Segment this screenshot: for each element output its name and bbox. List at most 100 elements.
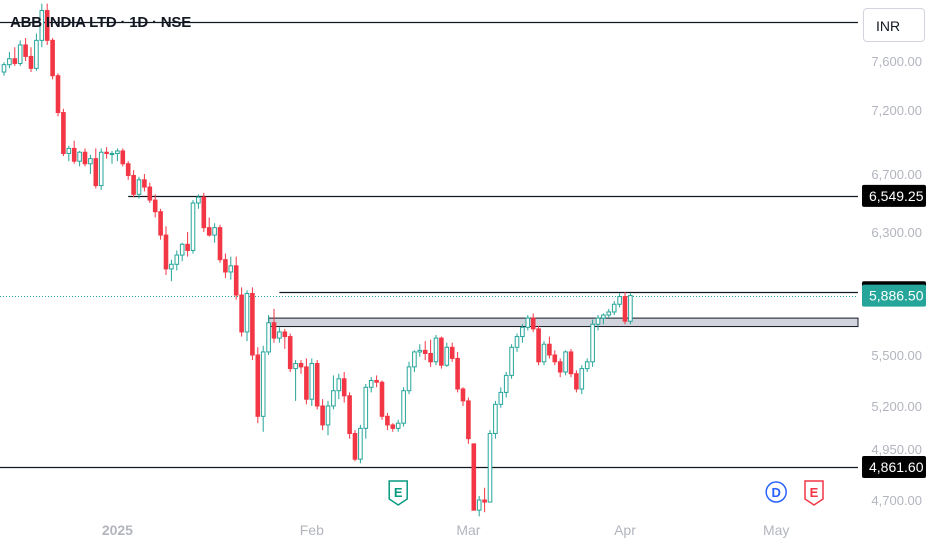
- candle-body: [309, 363, 315, 400]
- candle-22: [120, 148, 126, 167]
- candle-109: [590, 319, 595, 367]
- candle-body: [525, 317, 531, 328]
- candle-body: [336, 378, 342, 392]
- candle-58: [314, 360, 320, 410]
- candle-body: [320, 405, 325, 426]
- candle-body: [255, 354, 261, 417]
- candle-body: [293, 363, 298, 370]
- currency-button[interactable]: INR: [863, 8, 925, 42]
- candle-body: [363, 386, 369, 429]
- hline-price-label-3-text: 4,861.60: [869, 459, 924, 475]
- candle-70: [379, 380, 385, 420]
- candle-57: [309, 358, 315, 406]
- candle-55: [298, 360, 304, 374]
- candle-body: [201, 196, 207, 229]
- time-axis[interactable]: 2025 Feb Mar Apr May: [102, 522, 790, 538]
- y-tick-label: 5,200.00: [871, 399, 922, 414]
- candle-body: [136, 179, 142, 195]
- candle-80: [433, 335, 439, 366]
- candle-body: [476, 499, 482, 511]
- candle-52: [282, 328, 288, 349]
- candle-83: [449, 342, 455, 362]
- candle-28: [152, 194, 158, 218]
- candle-body: [536, 328, 541, 363]
- hline-price-label-3: 4,861.60: [862, 456, 926, 479]
- candle-body: [39, 10, 45, 41]
- event-marker-0[interactable]: E: [388, 480, 408, 506]
- candle-body: [541, 343, 547, 363]
- candle-66: [358, 424, 363, 464]
- candle-8: [44, 3, 50, 45]
- candle-body: [120, 150, 126, 165]
- y-tick-label: 6,700.00: [871, 167, 922, 182]
- candle-49: [266, 315, 271, 355]
- candle-body: [1, 64, 7, 73]
- candle-body: [390, 424, 396, 429]
- candle-body: [66, 147, 72, 155]
- candle-113: [611, 301, 617, 316]
- candle-89: [482, 487, 487, 513]
- candle-body: [174, 254, 180, 265]
- candle-body: [109, 153, 115, 156]
- candle-body: [368, 380, 374, 388]
- candle-body: [7, 58, 12, 66]
- candle-26: [142, 174, 147, 192]
- candle-54: [293, 360, 298, 401]
- candle-body: [406, 366, 412, 392]
- candle-74: [401, 387, 406, 427]
- symbol-title: ABB INDIA LTD · 1D · NSE: [10, 14, 192, 31]
- candle-43: [233, 256, 239, 300]
- candle-99: [536, 325, 541, 366]
- candle-105: [568, 348, 574, 378]
- candle-body: [206, 227, 212, 236]
- candle-44: [239, 287, 244, 337]
- candle-95: [514, 333, 520, 352]
- candle-91: [493, 400, 498, 439]
- candle-5: [28, 47, 34, 73]
- candle-body: [34, 39, 39, 69]
- x-label-2: Mar: [456, 522, 480, 538]
- candle-body: [385, 415, 390, 426]
- event-marker-1[interactable]: D: [765, 481, 787, 503]
- candle-115: [622, 291, 628, 325]
- y-tick-label: 4,950.00: [871, 442, 922, 457]
- candle-body: [579, 368, 585, 390]
- candle-23: [125, 161, 131, 180]
- x-label-0: 2025: [102, 522, 133, 538]
- candle-76: [412, 350, 417, 372]
- candle-body: [628, 295, 633, 322]
- candle-body: [471, 443, 477, 511]
- candle-body: [61, 112, 66, 155]
- candle-40: [217, 224, 223, 263]
- dividend-icon: [765, 481, 787, 503]
- candle-86: [466, 397, 471, 444]
- candle-body: [417, 349, 423, 353]
- price-axis[interactable]: 7,600.00 7,200.00 6,700.00 6,300.00 5,500.00…: [862, 54, 926, 508]
- candle-90: [487, 430, 493, 503]
- hline-price-label-1-text: 6,549.25: [869, 188, 924, 204]
- event-marker-2[interactable]: E: [804, 480, 824, 506]
- candle-60: [325, 400, 331, 436]
- candle-body: [520, 326, 525, 338]
- candle-24: [131, 170, 136, 198]
- candle-body: [395, 422, 401, 429]
- candle-body: [606, 311, 612, 316]
- candle-body: [379, 381, 385, 417]
- candle-4: [23, 38, 28, 61]
- candle-34: [185, 232, 190, 257]
- candle-10: [55, 73, 61, 117]
- candle-37: [201, 192, 207, 232]
- candle-87: [471, 443, 477, 511]
- candle-68: [368, 377, 374, 393]
- candle-body: [428, 352, 433, 363]
- candle-32: [174, 250, 180, 271]
- candle-47: [255, 347, 261, 424]
- candle-75: [406, 361, 412, 395]
- candles: [1, 3, 633, 517]
- candle-67: [363, 383, 369, 439]
- y-tick-label: 7,200.00: [871, 103, 922, 118]
- candle-body: [617, 296, 622, 305]
- candle-72: [390, 423, 396, 432]
